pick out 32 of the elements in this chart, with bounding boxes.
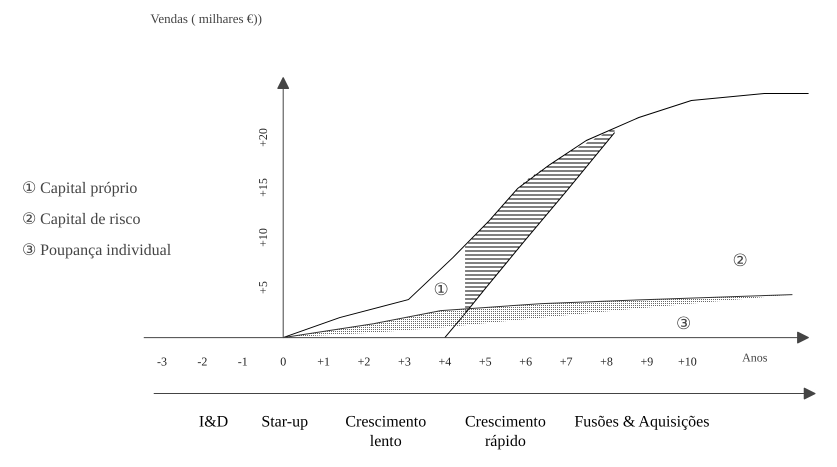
x-tick-label: +6 [519,354,532,369]
x-tick-label: +10 [678,354,697,369]
x-tick-label: +4 [438,354,452,369]
y-tick-label: +10 [256,228,270,247]
y-tick-label: +20 [256,128,270,147]
x-tick-label: +2 [358,354,370,369]
x-axis-title: Anos [742,350,768,365]
annotation: ③ [676,314,692,334]
x-tick-label: -1 [238,354,248,369]
text: Star-up [261,414,308,431]
x-tick-label: +8 [600,354,613,369]
text: Crescimento lento [345,414,426,450]
annotation: ③ Poupança individual [22,242,172,259]
text: I&D [198,414,228,431]
x-tick-label: +1 [317,354,330,369]
x-tick-label: +5 [478,354,492,369]
x-tick-label: +9 [640,354,654,369]
line-series [282,92,810,338]
y-tick-label: +15 [256,178,270,197]
x-tick-label: -2 [197,354,208,369]
text: Crescimento rápido [464,414,546,450]
y-tick-label: +5 [256,281,270,294]
text: ② Capital de risco [22,211,141,228]
y-axis-title: Vendas ( milhares €)) [150,11,262,26]
x-tick-label: +3 [398,354,411,369]
x-tick-label: 0 [280,354,286,369]
text: Fusões & Aquisições [574,414,710,431]
annotation: ② [732,251,748,270]
x-tick-label: +7 [560,354,572,369]
text: ① Capital próprio [22,180,138,198]
x-tick-label: -3 [156,354,167,369]
annotation: ① [433,280,448,299]
